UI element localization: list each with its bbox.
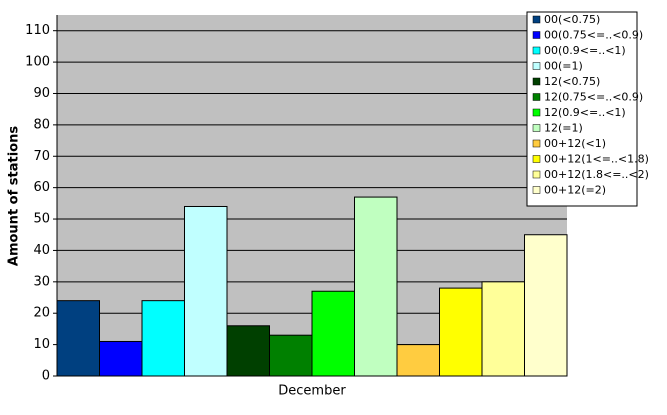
legend-swatch [532,186,541,194]
legend-swatch [532,46,541,55]
bar [99,340,143,377]
legend-label: 12(<0.75) [544,75,600,88]
bar [311,290,355,377]
legend-label: 00+12(1.8<=..<2) [544,168,649,181]
legend-swatch [532,93,541,101]
bar [226,325,270,377]
bar [481,281,525,377]
bar [269,334,313,377]
legend-swatch [532,62,541,70]
legend-label: 00(0.75<=..<0.9) [544,29,643,42]
legend-swatch [532,15,541,24]
legend-label: 12(0.9<=..<1) [544,106,626,119]
bar [184,205,228,377]
y-tick-label: 110 [25,23,50,38]
bar [56,300,100,377]
legend-label: 00+12(1<=..<1.8) [544,153,649,166]
y-tick-label: 30 [33,274,50,289]
y-tick-label: 60 [33,180,50,195]
legend-swatch [532,108,541,117]
bar [354,196,398,377]
legend-label: 00+12(<1) [544,137,606,150]
bar [439,287,483,377]
x-tick-label: December [278,384,346,399]
legend-label: 00(=1) [544,60,583,73]
legend-label: 00(0.9<=..<1) [544,44,626,57]
legend-label: 12(0.75<=..<0.9) [544,91,643,104]
y-tick-label: 80 [33,117,50,132]
legend-swatch [532,139,541,148]
bar [141,300,185,377]
y-axis-label: Amount of stations [7,126,22,266]
y-tick-label: 50 [33,212,50,227]
legend-swatch [532,124,541,132]
legend-swatch [532,155,541,163]
legend-swatch [532,170,541,179]
bar [524,234,568,377]
y-tick-label: 20 [33,306,50,321]
y-tick-label: 40 [33,243,50,258]
y-tick-label: 90 [33,86,50,101]
legend-swatch [532,31,541,39]
legend-label: 12(=1) [544,122,583,135]
legend-label: 00+12(=2) [544,184,606,197]
y-tick-label: 10 [33,337,50,352]
legend-label: 00(<0.75) [544,13,600,26]
y-tick-label: 100 [25,55,50,70]
y-tick-label: 70 [33,149,50,164]
bar [396,344,440,377]
legend-box [526,11,638,207]
y-tick-label: 0 [42,369,50,384]
legend-swatch [532,77,541,86]
